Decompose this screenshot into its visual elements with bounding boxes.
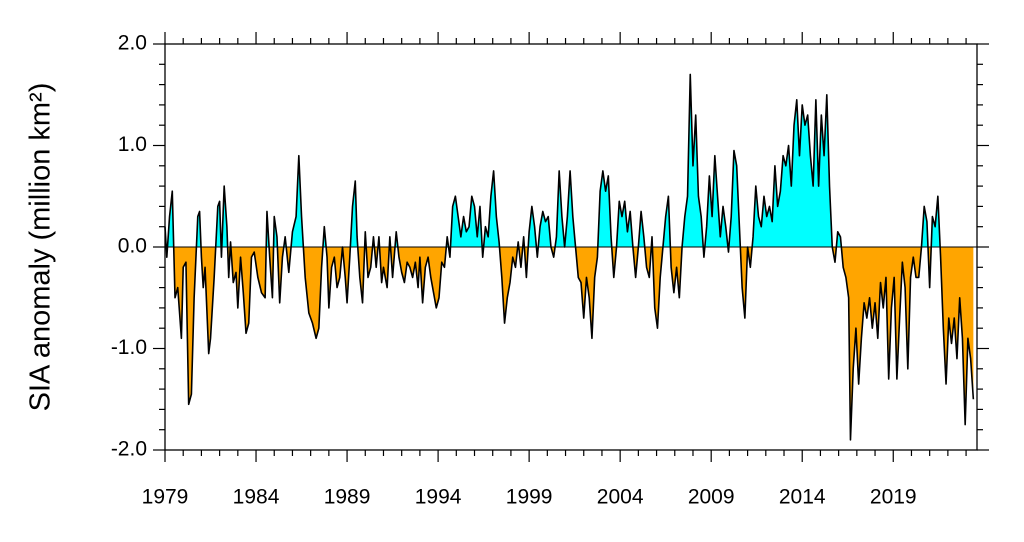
x-tick-label: 1984 xyxy=(233,486,280,509)
negative-area xyxy=(165,247,974,440)
y-tick-label: 2.0 xyxy=(118,32,147,55)
x-tick-label: 2009 xyxy=(688,486,735,509)
x-tick-label: 2004 xyxy=(597,486,644,509)
y-tick-label: -2.0 xyxy=(111,438,147,461)
y-tick-label: -1.0 xyxy=(111,336,147,359)
x-tick-label: 1994 xyxy=(415,486,462,509)
y-tick-label: 0.0 xyxy=(118,235,147,258)
x-tick-label: 2014 xyxy=(779,486,826,509)
series-line xyxy=(164,73,975,441)
x-tick-label: 1999 xyxy=(506,486,553,509)
y-axis-label: SIA anomaly (million km²) xyxy=(25,83,57,412)
x-tick-label: 1989 xyxy=(324,486,371,509)
x-tick-label: 1979 xyxy=(142,486,189,509)
positive-area xyxy=(165,74,974,247)
y-tick-label: 1.0 xyxy=(118,133,147,156)
x-tick-label: 2019 xyxy=(870,486,917,509)
